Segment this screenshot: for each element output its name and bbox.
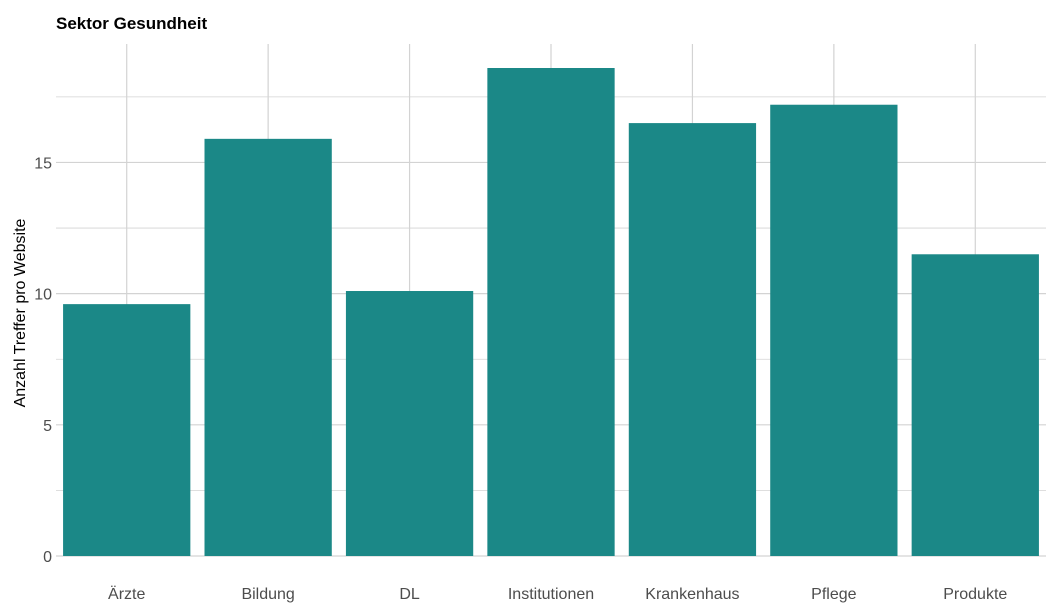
bar-3: [487, 68, 615, 556]
bars: [63, 68, 1039, 556]
bar-0: [63, 304, 191, 556]
y-tick-label: 0: [43, 549, 52, 566]
y-tick-label: 15: [34, 155, 52, 172]
chart-title: Sektor Gesundheit: [56, 14, 208, 33]
x-tick-label: Ärzte: [108, 585, 145, 603]
bar-1: [204, 138, 332, 556]
y-tick-label: 10: [34, 287, 52, 304]
bar-2: [345, 291, 474, 556]
y-axis-ticks: 0 5 10 15: [34, 155, 52, 566]
bar-6: [911, 254, 1039, 556]
x-tick-label: Pflege: [811, 586, 856, 603]
bar-5: [770, 104, 898, 556]
x-tick-label: DL: [399, 586, 420, 603]
x-tick-label: Bildung: [241, 586, 294, 603]
y-tick-label: 5: [43, 418, 52, 435]
x-axis-ticks: Ärzte Bildung DL Institutionen Krankenhaus Pf…: [108, 585, 1007, 603]
x-tick-label: Krankenhaus: [645, 586, 739, 603]
y-axis-title: Anzahl Treffer pro Website: [12, 218, 29, 407]
bar-4: [628, 123, 757, 556]
x-tick-label: Produkte: [943, 586, 1007, 603]
x-tick-label: Institutionen: [508, 586, 594, 603]
